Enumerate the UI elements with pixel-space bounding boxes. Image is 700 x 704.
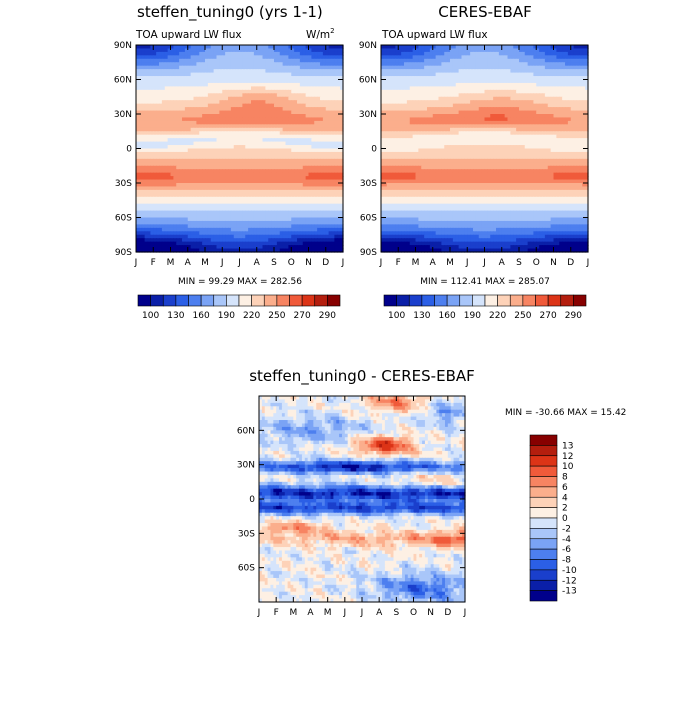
- colorbar-label: 130: [167, 311, 184, 321]
- x-tick-label: J: [134, 258, 138, 268]
- colorbar-label: 290: [319, 311, 336, 321]
- x-tick-label: J: [220, 258, 224, 268]
- colorbar-label: 220: [243, 311, 260, 321]
- x-tick-label: O: [288, 258, 295, 268]
- colorbar-label: 250: [268, 311, 285, 321]
- colorbar-box: [302, 295, 315, 306]
- colorbar-box: [327, 295, 340, 306]
- x-tick-label: A: [185, 258, 192, 268]
- x-tick-label: J: [341, 258, 345, 268]
- panel1-colorbar: 100 130 160 190 220 250 270 290: [138, 295, 340, 321]
- colorbar-label: 270: [294, 311, 311, 321]
- y-tick-label: 30S: [115, 179, 132, 189]
- panel1-units-sup: 2: [330, 27, 334, 35]
- y-tick-label: 30N: [114, 110, 132, 120]
- panel1-stats: MIN = 99.29 MAX = 282.56: [178, 277, 302, 287]
- colorbar-box: [214, 295, 227, 306]
- panel1-units-base: W/m: [306, 29, 330, 41]
- colorbar-box: [226, 295, 239, 306]
- colorbar-label: 160: [193, 311, 210, 321]
- panel2-title: CERES-EBAF: [438, 3, 531, 21]
- colorbar-box: [264, 295, 277, 306]
- x-tick-label: M: [167, 258, 175, 268]
- x-tick-label: F: [151, 258, 156, 268]
- x-tick-label: M: [201, 258, 209, 268]
- panel2-subtitle: TOA upward LW flux: [381, 29, 488, 41]
- colorbar-box: [239, 295, 252, 306]
- colorbar-box: [290, 295, 303, 306]
- colorbar-box: [252, 295, 265, 306]
- colorbar-label: 100: [142, 311, 159, 321]
- colorbar-box: [163, 295, 176, 306]
- x-tick-label: D: [322, 258, 329, 268]
- x-tick-label: S: [271, 258, 277, 268]
- y-tick-label: 90N: [114, 41, 132, 51]
- y-tick-label: 60N: [114, 76, 132, 86]
- x-tick-label: A: [254, 258, 261, 268]
- x-tick-label: N: [305, 258, 312, 268]
- colorbar-box: [315, 295, 328, 306]
- colorbar-box: [151, 295, 164, 306]
- colorbar-label: 190: [218, 311, 235, 321]
- colorbar-box: [176, 295, 189, 306]
- panel1-subtitle: TOA upward LW flux: [135, 29, 242, 41]
- panel1-title: steffen_tuning0 (yrs 1-1): [137, 3, 323, 22]
- y-tick-label: 60S: [115, 214, 132, 224]
- panel2-stats: MIN = 112.41 MAX = 285.07: [420, 277, 550, 287]
- panel1-units: W/m2: [306, 27, 335, 41]
- x-tick-label: J: [237, 258, 241, 268]
- y-tick-label: 0: [126, 145, 132, 155]
- colorbar-box: [277, 295, 290, 306]
- y-tick-label: 90S: [115, 248, 132, 258]
- colorbar-box: [138, 295, 151, 306]
- colorbar-box: [201, 295, 214, 306]
- colorbar-box: [189, 295, 202, 306]
